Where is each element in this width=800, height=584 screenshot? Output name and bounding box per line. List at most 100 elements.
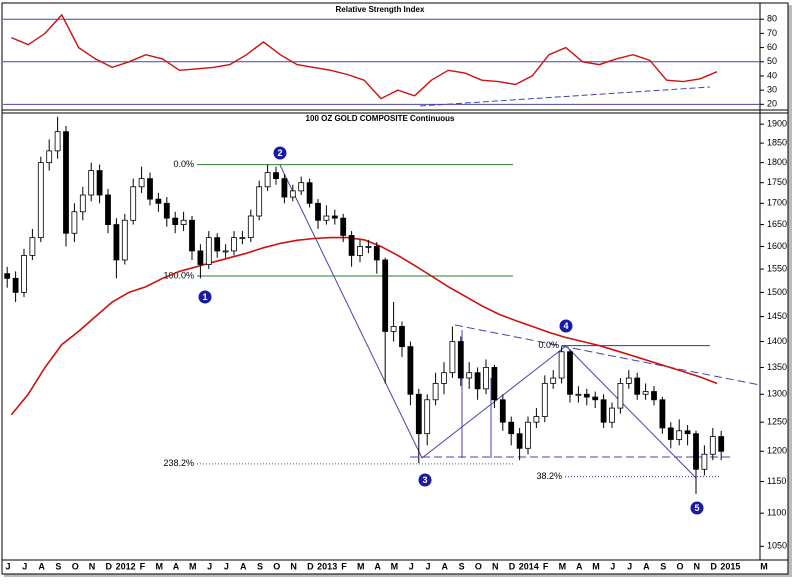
x-tick-label: 2014 [519, 561, 539, 571]
x-tick-label: 2012 [116, 561, 136, 571]
y-tick-label: 1050 [767, 541, 787, 551]
resistance-line [454, 324, 761, 386]
candle-body [466, 372, 473, 379]
price-title: 100 OZ GOLD COMPOSITE Continuous [306, 114, 455, 123]
x-tick-label: F [543, 561, 549, 571]
candle-body [323, 215, 330, 221]
candle-body [449, 341, 456, 374]
x-tick-label: A [442, 561, 449, 571]
candle-body [617, 383, 624, 409]
x-tick-label: M [391, 561, 399, 571]
candle-body [424, 399, 431, 435]
y-tick-label: 1800 [767, 157, 787, 167]
candle-body [533, 416, 540, 423]
x-tick-label: S [55, 561, 61, 571]
candle-body [298, 182, 305, 192]
candle-body [247, 215, 254, 239]
candle-body [441, 372, 447, 384]
candle-body [273, 172, 279, 180]
candle-body [558, 351, 565, 379]
candle-body [189, 219, 195, 252]
fib-label: 238.2% [163, 458, 194, 468]
candle-body [214, 237, 221, 252]
y-tick-label: 1450 [767, 311, 787, 321]
candle-body [432, 383, 439, 401]
x-tick-label: A [374, 561, 381, 571]
x-tick-label: 2013 [317, 561, 337, 571]
candle-body [281, 178, 288, 198]
candle-body [4, 273, 11, 279]
candle-body [88, 170, 95, 196]
x-tick-label: 2015 [720, 561, 740, 571]
moving-average [10, 236, 718, 416]
y-tick-label: 1550 [767, 263, 787, 273]
x-tick-label: A [38, 561, 45, 571]
x-tick-label: D [106, 561, 113, 571]
candle-body [499, 399, 506, 423]
y-tick-label: 40 [767, 70, 777, 80]
candle-body [231, 237, 237, 252]
candle-body [222, 250, 229, 253]
wave-label: 2 [277, 148, 282, 158]
wave-label: 5 [694, 503, 699, 513]
candle-body [264, 172, 271, 188]
y-tick-label: 1900 [767, 119, 787, 129]
x-tick-label: A [173, 561, 180, 571]
candle-body [625, 377, 632, 384]
x-tick-label: N [492, 561, 499, 571]
candle-body [37, 162, 44, 239]
x-tick-label: S [257, 561, 263, 571]
x-tick-label: M [155, 561, 163, 571]
wave-marker [418, 473, 432, 487]
candle-body [634, 377, 641, 395]
candle-body [63, 131, 69, 234]
x-tick-label: M [189, 561, 197, 571]
x-tick-label: D [509, 561, 516, 571]
x-tick-label: F [140, 561, 146, 571]
candle-body [651, 391, 657, 401]
x-tick-label: M [357, 561, 365, 571]
x-tick-label: N [694, 561, 701, 571]
y-tick-label: 50 [767, 56, 777, 66]
y-tick-label: 1350 [767, 362, 787, 372]
candle-body [600, 399, 607, 423]
frame [1, 2, 789, 575]
candle-body [331, 215, 338, 219]
y-tick-label: 1150 [767, 476, 786, 486]
x-tick-label: J [22, 561, 27, 571]
x-tick-label: A [643, 561, 650, 571]
candle-body [365, 246, 372, 248]
y-tick-label: 1400 [767, 336, 787, 346]
fib-label: 38.2% [536, 471, 562, 481]
candle-body [609, 407, 615, 423]
candle-body [172, 217, 179, 225]
candle-body [592, 396, 599, 401]
candle-body [373, 246, 380, 261]
candle-body [474, 372, 481, 390]
x-tick-label: J [627, 561, 632, 571]
candle-body [491, 367, 498, 401]
x-tick-label: N [89, 561, 96, 571]
candle-body [567, 351, 573, 395]
x-tick-label: J [425, 561, 430, 571]
candle-body [525, 421, 531, 449]
candle-body [709, 436, 716, 455]
y-tick-label: 1250 [767, 417, 787, 427]
y-tick-label: 1750 [767, 177, 787, 187]
y-tick-label: 1700 [767, 198, 787, 208]
candle-body [541, 383, 548, 417]
rsi-title: Relative Strength Index [336, 5, 425, 14]
candle-body [315, 202, 321, 221]
candle-body [96, 170, 103, 196]
fib-label: 0.0% [538, 340, 559, 350]
y-tick-label: 1600 [767, 241, 787, 251]
candle-body [357, 246, 363, 256]
candle-body [12, 277, 19, 293]
candle-body [306, 182, 313, 204]
x-tick-label: M [559, 561, 567, 571]
candle-body [407, 346, 414, 395]
x-tick-label: D [307, 561, 314, 571]
y-tick-label: 30 [767, 85, 777, 95]
